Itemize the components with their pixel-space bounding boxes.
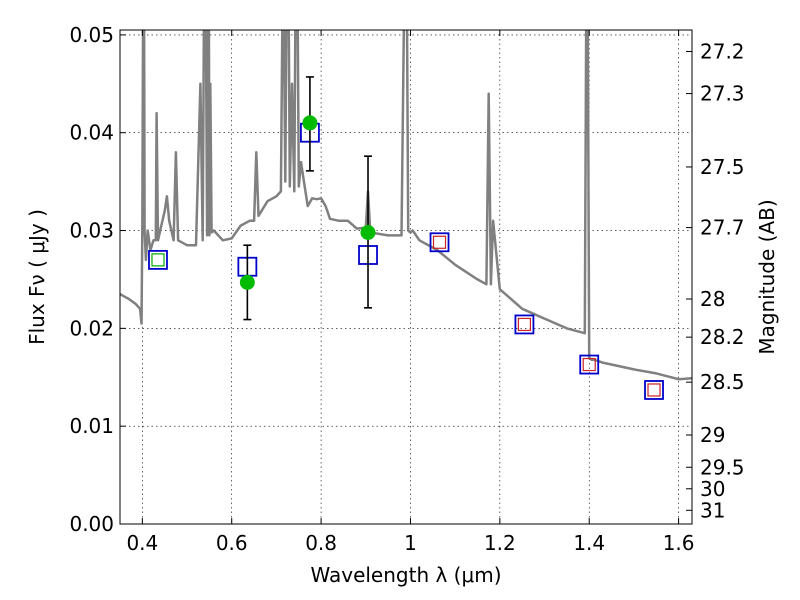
ticks: 0.4 0.6 0.8 1 1.2 1.4 1.6 0.00 0.01 0.02 0.03 0.04 0… (69, 23, 744, 555)
x-tick-label: 0.8 (305, 531, 337, 555)
y2-tick-label: 30 (700, 477, 725, 501)
observed-flux-box (432, 235, 447, 249)
x-tick-label: 1.6 (663, 531, 695, 555)
model-flux-box (514, 314, 535, 335)
plot-background (120, 30, 692, 524)
y-tick-label: 0.04 (69, 121, 114, 145)
y2-tick-label: 29.5 (700, 455, 745, 479)
y-tick-label: 0.01 (69, 414, 114, 438)
model-flux-box (148, 249, 168, 270)
y2-tick-label: 28.5 (700, 370, 745, 394)
y2-tick-label: 28 (700, 287, 725, 311)
y2-tick-label: 27.7 (700, 216, 745, 240)
y2-tick-label: 31 (700, 498, 725, 522)
observed-flux-box (517, 317, 532, 332)
model-flux-box (429, 232, 450, 253)
y2-tick-label: 27.3 (700, 82, 745, 106)
observed-flux-box (151, 253, 165, 267)
plot-frame (119, 29, 693, 525)
y2-tick-label: 28.2 (700, 325, 745, 349)
measured-flux-point (360, 224, 376, 240)
y-tick-label: 0.00 (69, 512, 114, 536)
x-tick-label: 1.4 (573, 531, 605, 555)
y-tick-label: 0.05 (69, 23, 114, 47)
x-tick-label: 1.2 (484, 531, 516, 555)
x-tick-label: 0.6 (216, 531, 248, 555)
plot-area (120, 30, 692, 400)
measured-flux-point (239, 274, 255, 290)
model-flux-box (644, 380, 664, 400)
y-axis-title: Flux Fν ( μJy ) (25, 209, 49, 345)
y2-axis-title: Magnitude (AB) (755, 199, 779, 354)
model-spectrum-line (120, 30, 692, 381)
x-axis-title: Wavelength λ (μm) (310, 563, 501, 587)
x-tick-label: 0.4 (126, 531, 158, 555)
y2-tick-label: 29 (700, 423, 725, 447)
y2-tick-label: 27.2 (700, 40, 745, 64)
y2-tick-label: 27.5 (700, 155, 745, 179)
model-flux-box (579, 354, 600, 375)
y-tick-label: 0.02 (69, 316, 114, 340)
x-tick-label: 1 (404, 531, 417, 555)
y-tick-label: 0.03 (69, 219, 114, 243)
observed-flux-box (582, 357, 596, 372)
measured-flux-point (302, 115, 318, 131)
observed-flux-box (647, 383, 661, 397)
